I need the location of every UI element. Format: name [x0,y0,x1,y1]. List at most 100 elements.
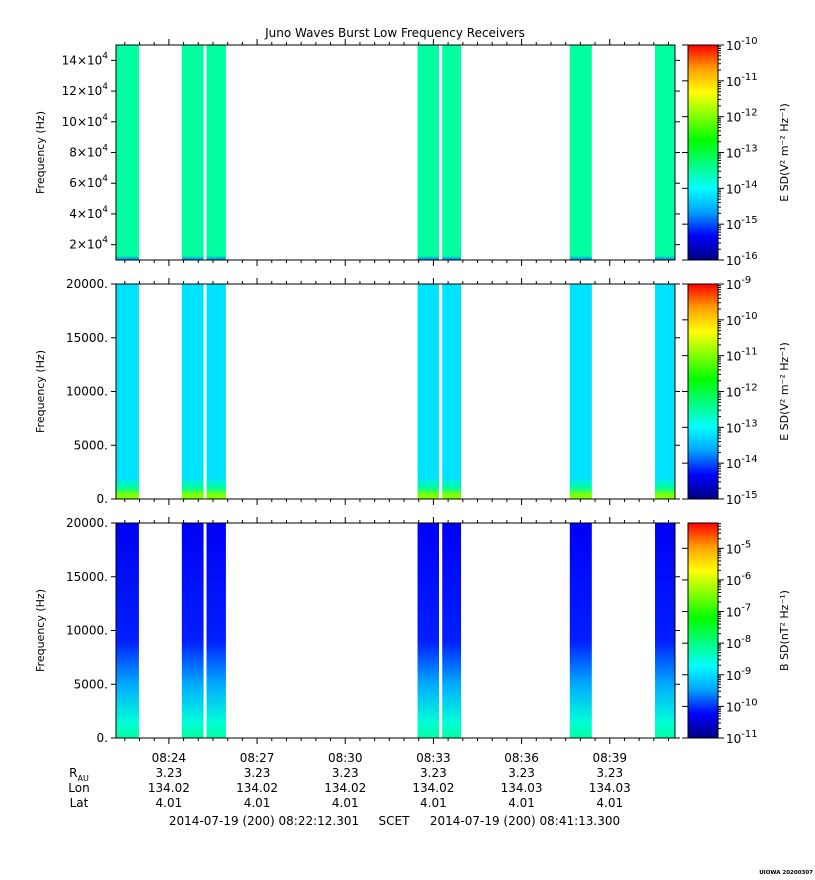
panels: 2×104 4×104 6×104 8×104 10×104 12×104 14×104 Fr… [34,36,791,746]
y-tick-label: 10×104 [62,113,109,129]
colorbar-tick-label: 10-14 [726,454,758,471]
ephemeris-value: 3.23 [508,766,535,780]
y-axis-label: Frequency (Hz) [34,589,47,672]
colorbar-tick-label: 10-5 [726,539,751,556]
burst-block [181,523,204,738]
panel-bottom: 0. 5000. 10000. 15000. 20000. Frequency (Hz) 1… [34,516,791,746]
y-tick-label: 15000. [66,570,108,584]
ephemeris-value: 134.02 [148,781,190,795]
burst-block [655,523,675,738]
y-tick-label: 12×104 [62,82,109,98]
colorbar-tick-label: 10-13 [726,144,758,161]
chart-title: Juno Waves Burst Low Frequency Receivers [264,26,525,40]
burst-block [206,45,226,260]
colorbar-tick-label: 10-16 [726,251,758,268]
colorbar-tick-label: 10-9 [726,275,751,292]
ephemeris-value: 134.03 [501,781,543,795]
burst-block [569,45,592,260]
y-tick-label: 4×104 [69,205,108,221]
burst-block [206,523,226,738]
burst-block [569,284,592,499]
y-tick-label: 20000. [66,516,108,530]
ephemeris-value: 134.02 [236,781,278,795]
colorbar-label: E SD(V² m⁻² Hz⁻¹) [778,103,791,202]
ephemeris-value: 4.01 [508,796,535,810]
colorbar [687,522,719,739]
burst-block [442,45,462,260]
y-tick-label: 5000. [74,438,108,452]
ephemeris-value: 4.01 [332,796,359,810]
colorbar-tick-label: 10-11 [726,729,758,746]
burst-block [442,284,462,499]
colorbar-tick-label: 10-10 [726,36,758,53]
ephemeris-value: 4.01 [244,796,271,810]
y-axis-label: Frequency (Hz) [34,111,47,194]
processing-stamp: UIOWA 20200307 [759,870,813,876]
colorbar-tick-label: 10-10 [726,697,758,714]
y-tick-label: 14×104 [62,51,109,67]
y-tick-label: 10000. [66,385,108,399]
ephemeris-value: 3.23 [244,766,271,780]
colorbar-tick-label: 10-9 [726,666,751,683]
burst-block [417,284,439,499]
colorbar-tick-label: 10-6 [726,571,751,588]
colorbar-tick-label: 10-12 [726,108,758,125]
y-tick-label: 5000. [74,677,108,691]
panel-middle: 0. 5000. 10000. 15000. 20000. Frequency (Hz) 1… [34,275,791,507]
time-tick-label: 08:36 [504,751,539,765]
colorbar [687,283,719,500]
burst-block [442,523,462,738]
y-tick-label: 6×104 [69,174,108,190]
ephemeris-value: 134.02 [412,781,454,795]
time-axis: 08:24 08:27 08:30 08:33 08:36 08:39 [152,751,627,765]
colorbar-label: E SD(V² m⁻² Hz⁻¹) [778,342,791,441]
y-tick-label: 20000. [66,277,108,291]
time-tick-label: 08:33 [416,751,451,765]
footer-scet-label: SCET [379,814,411,828]
burst-block [116,45,139,260]
burst-block [655,284,675,499]
ephemeris-row-label: Lon [68,781,89,795]
burst-block [655,45,675,260]
burst-block [116,523,139,738]
burst-block [417,523,439,738]
y-tick-label: 8×104 [69,144,108,160]
colorbar-tick-label: 10-13 [726,418,758,435]
y-tick-label: 15000. [66,331,108,345]
y-tick-label: 2×104 [69,236,108,252]
colorbar-tick-label: 10-7 [726,603,751,620]
ephemeris-value: 134.02 [324,781,366,795]
burst-block [116,284,139,499]
ephemeris-value: 134.03 [589,781,631,795]
footer-start-time: 2014-07-19 (200) 08:22:12.301 [169,814,359,828]
y-tick-label: 0. [97,731,108,745]
burst-block [181,284,204,499]
ephemeris-value: 3.23 [596,766,623,780]
ephemeris-row-label: Lat [70,796,89,810]
panel-top: 2×104 4×104 6×104 8×104 10×104 12×104 14×104 Fr… [34,36,791,268]
ephemeris-value: 4.01 [420,796,447,810]
y-tick-label: 0. [97,492,108,506]
colorbar-tick-label: 10-8 [726,634,751,651]
colorbar-tick-label: 10-15 [726,215,758,232]
ephemeris-value: 3.23 [332,766,359,780]
colorbar-tick-label: 10-11 [726,72,758,89]
footer-end-time: 2014-07-19 (200) 08:41:13.300 [430,814,620,828]
y-axis-label: Frequency (Hz) [34,350,47,433]
time-tick-label: 08:30 [328,751,363,765]
y-tick-label: 10000. [66,624,108,638]
ephemeris-value: 4.01 [156,796,183,810]
time-tick-label: 08:39 [592,751,627,765]
burst-block [569,523,592,738]
burst-block [181,45,204,260]
colorbar-tick-label: 10-11 [726,347,758,364]
burst-block [417,45,439,260]
colorbar-tick-label: 10-15 [726,490,758,507]
colorbar-label: B SD(nT² Hz⁻¹) [778,590,791,671]
colorbar-tick-label: 10-10 [726,311,758,328]
ephemeris-value: 4.01 [596,796,623,810]
colorbar [687,44,719,261]
burst-block [206,284,226,499]
